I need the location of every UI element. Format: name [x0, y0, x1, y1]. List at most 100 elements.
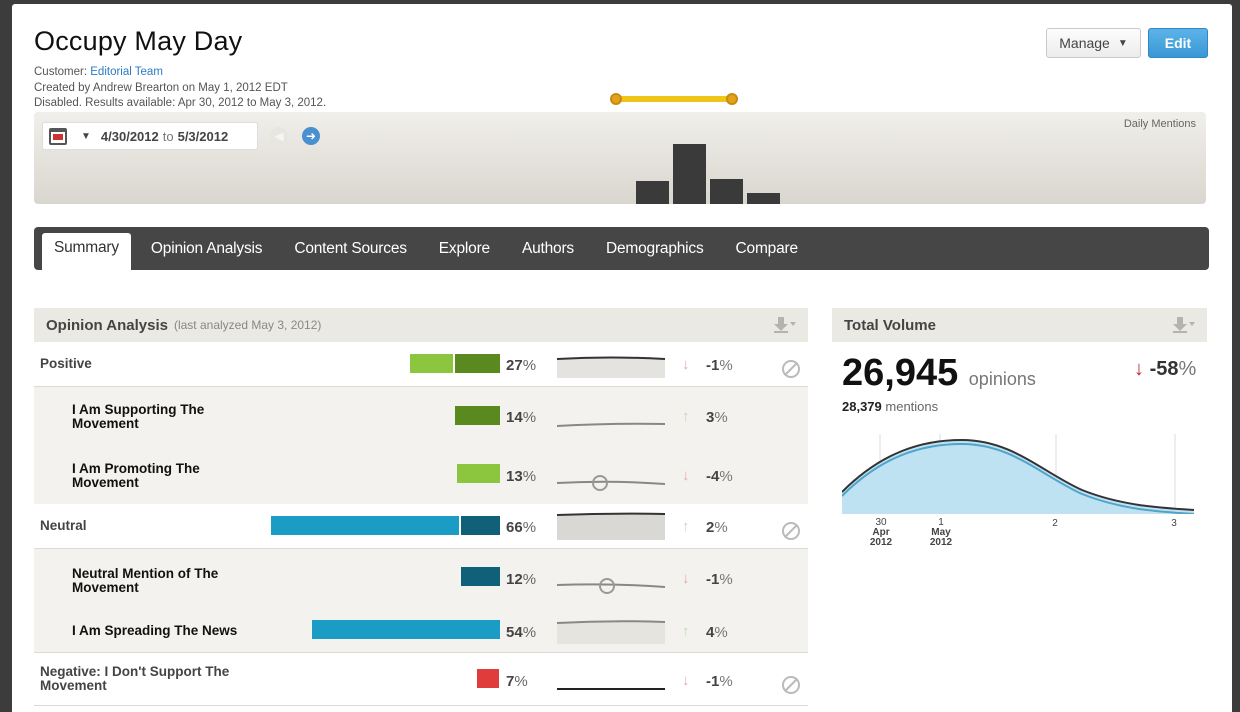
opinion-analysis-panel: Opinion Analysis (last analyzed May 3, 2…: [34, 308, 808, 342]
tab-explore[interactable]: Explore: [438, 240, 490, 257]
tab-compare[interactable]: Compare: [735, 240, 799, 257]
row-label: Neutral: [40, 518, 87, 533]
up-arrow-icon: ↑: [682, 518, 690, 535]
customer-label: Customer:: [34, 66, 88, 78]
down-arrow-icon: ↓: [682, 570, 690, 587]
row-change: -4%: [706, 468, 733, 485]
daily-mentions-bar[interactable]: [673, 144, 706, 204]
up-arrow-icon: ↑: [682, 408, 690, 425]
app-window: Occupy May Day Customer: Editorial Team …: [12, 4, 1232, 712]
daily-mentions-bar[interactable]: [710, 179, 743, 204]
row-sparkline: [557, 512, 665, 540]
row-label: Positive: [40, 356, 92, 371]
date-from: 4/30/2012: [100, 128, 159, 144]
row-percent: 12%: [506, 571, 537, 588]
opinion-row-supporting[interactable]: I Am Supporting The Movement 14% ↑ 3%: [34, 387, 808, 444]
exclude-icon[interactable]: [782, 360, 800, 378]
row-sparkline: [557, 620, 665, 644]
exclude-icon[interactable]: [782, 522, 800, 540]
row-percent: 27%: [506, 357, 537, 374]
customer-link[interactable]: Editorial Team: [90, 66, 163, 78]
row-percent: 13%: [506, 468, 537, 485]
row-label: Neutral Mention of The Movement: [72, 566, 219, 595]
row-percent: 14%: [506, 409, 537, 426]
axis-tick-may3: 3: [1171, 518, 1177, 529]
download-icon[interactable]: [772, 316, 796, 334]
edit-button[interactable]: Edit: [1148, 28, 1208, 58]
opinion-row-spreading-news[interactable]: I Am Spreading The News 54% ↑ 4%: [34, 606, 808, 652]
range-selector-track[interactable]: [616, 96, 732, 102]
opinion-panel-header: Opinion Analysis (last analyzed May 3, 2…: [34, 308, 808, 342]
row-label: I Am Promoting The Movement: [72, 461, 200, 490]
volume-panel-title: Total Volume: [844, 316, 936, 334]
bar-dark: [461, 567, 500, 586]
opinion-panel-title: Opinion Analysis: [46, 316, 168, 334]
down-arrow-icon: ↓: [682, 356, 690, 373]
opinion-row-positive[interactable]: Positive 27% ↓ -1%: [34, 342, 808, 386]
download-icon[interactable]: [1171, 316, 1195, 334]
tab-summary[interactable]: Summary: [42, 233, 131, 270]
row-sparkline: [557, 356, 665, 378]
tab-opinion-analysis[interactable]: Opinion Analysis: [150, 240, 263, 257]
bar-dark: [455, 354, 500, 373]
row-label: I Am Spreading The News: [72, 623, 238, 638]
bar-dark: [461, 516, 500, 535]
total-mentions: 28,379 mentions: [842, 399, 939, 414]
calendar-icon: [49, 127, 67, 145]
opinion-row-neutral-mention[interactable]: Neutral Mention of The Movement 12% ↓ -1…: [34, 549, 808, 606]
daily-mentions-label: Daily Mentions: [1123, 118, 1196, 130]
row-sparkline: [557, 688, 665, 690]
previous-arrow-icon[interactable]: ◀: [270, 127, 288, 145]
bar-light: [410, 354, 453, 373]
row-change: 4%: [706, 624, 728, 641]
divider: [34, 548, 808, 549]
row-percent: 66%: [506, 519, 537, 536]
tab-bar: Summary Opinion Analysis Content Sources…: [34, 227, 1209, 270]
up-arrow-icon: ↑: [682, 623, 690, 640]
date-to-word: to: [162, 128, 174, 144]
date-range-picker[interactable]: ▼ 4/30/2012 to 5/3/2012: [42, 122, 258, 150]
daily-mentions-chart[interactable]: [636, 130, 786, 204]
range-end-handle[interactable]: [726, 93, 738, 105]
next-arrow-icon[interactable]: ➜: [302, 127, 320, 145]
caret-down-icon: ▼: [81, 130, 91, 142]
row-label: Negative: I Don't Support The Movement: [40, 664, 230, 693]
manage-button[interactable]: Manage ▼: [1046, 28, 1141, 58]
row-percent: 54%: [506, 624, 537, 641]
timeline-panel: ▼ 4/30/2012 to 5/3/2012 ◀ ➜ Daily Mentio…: [34, 112, 1206, 204]
down-arrow-icon: ↓: [1134, 358, 1144, 380]
total-volume-chart[interactable]: [842, 432, 1198, 514]
row-change: -1%: [706, 673, 733, 690]
row-change: 2%: [706, 519, 728, 536]
bar-dark: [455, 406, 500, 425]
date-to: 5/3/2012: [177, 128, 229, 144]
divider: [34, 705, 808, 706]
down-arrow-icon: ↓: [682, 672, 690, 689]
opinion-row-neutral[interactable]: Neutral 66% ↑ 2%: [34, 504, 808, 548]
daily-mentions-bar[interactable]: [747, 193, 780, 204]
status-line: Disabled. Results available: Apr 30, 201…: [34, 97, 327, 109]
divider: [34, 386, 808, 387]
tab-authors[interactable]: Authors: [521, 240, 574, 257]
down-arrow-icon: ↓: [682, 467, 690, 484]
range-start-handle[interactable]: [610, 93, 622, 105]
row-sparkline: [557, 422, 665, 427]
daily-mentions-bar[interactable]: [636, 181, 669, 204]
volume-change: ↓ -58%: [1134, 358, 1197, 380]
bar-light: [457, 464, 500, 483]
row-change: -1%: [706, 571, 733, 588]
opinion-row-promoting[interactable]: I Am Promoting The Movement 13% ↓ -4%: [34, 444, 808, 504]
axis-tick-may2: 2: [1052, 518, 1058, 529]
row-percent: 7%: [506, 673, 528, 690]
manage-label: Manage: [1059, 35, 1110, 51]
volume-panel-header: Total Volume: [832, 308, 1207, 342]
row-sparkline: [557, 578, 665, 594]
divider: [34, 652, 808, 653]
exclude-icon[interactable]: [782, 676, 800, 694]
tab-content-sources[interactable]: Content Sources: [294, 240, 407, 257]
tab-demographics[interactable]: Demographics: [605, 240, 704, 257]
axis-tick-may1: 1 May 2012: [929, 517, 953, 548]
total-opinions: 26,945 opinions: [842, 352, 1036, 394]
opinion-panel-subtitle: (last analyzed May 3, 2012): [173, 318, 322, 332]
opinion-row-negative[interactable]: Negative: I Don't Support The Movement 7…: [34, 653, 808, 705]
